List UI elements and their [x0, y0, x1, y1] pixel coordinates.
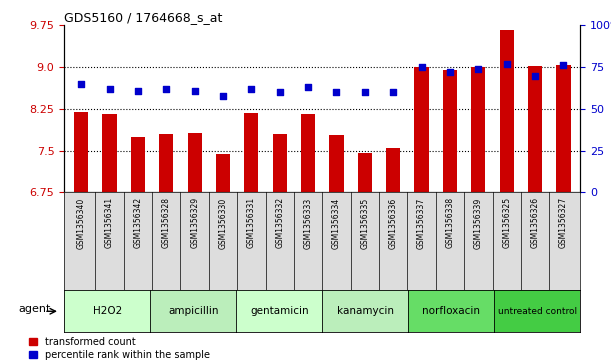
- Bar: [500, 30, 514, 192]
- Bar: [301, 114, 315, 192]
- Text: GSM1356334: GSM1356334: [332, 197, 341, 249]
- Text: norfloxacin: norfloxacin: [422, 306, 480, 316]
- Text: GSM1356325: GSM1356325: [502, 197, 511, 248]
- Text: GSM1356335: GSM1356335: [360, 197, 370, 249]
- Text: GSM1356326: GSM1356326: [530, 197, 540, 248]
- Text: kanamycin: kanamycin: [337, 306, 394, 316]
- Point: [104, 86, 114, 92]
- Point: [360, 89, 370, 95]
- Bar: [159, 134, 174, 192]
- Bar: [471, 67, 485, 192]
- Text: GSM1356327: GSM1356327: [559, 197, 568, 248]
- Text: GSM1356337: GSM1356337: [417, 197, 426, 249]
- Point: [218, 93, 228, 98]
- Text: gentamicin: gentamicin: [250, 306, 309, 316]
- Point: [558, 62, 568, 68]
- Point: [502, 61, 511, 67]
- Text: H2O2: H2O2: [92, 306, 122, 316]
- Bar: [216, 154, 230, 192]
- Bar: [273, 134, 287, 192]
- Bar: [414, 67, 429, 192]
- Point: [275, 89, 285, 95]
- Text: GSM1356328: GSM1356328: [162, 197, 171, 248]
- Text: GSM1356330: GSM1356330: [219, 197, 227, 249]
- Point: [474, 66, 483, 72]
- Text: GSM1356341: GSM1356341: [105, 197, 114, 248]
- Text: ampicillin: ampicillin: [168, 306, 219, 316]
- Bar: [528, 66, 542, 192]
- Point: [389, 89, 398, 95]
- Point: [332, 89, 342, 95]
- Text: GSM1356340: GSM1356340: [76, 197, 86, 249]
- Point: [190, 87, 200, 93]
- Bar: [74, 112, 88, 192]
- Text: untreated control: untreated control: [498, 307, 577, 316]
- Legend: transformed count, percentile rank within the sample: transformed count, percentile rank withi…: [29, 337, 210, 360]
- Point: [133, 87, 143, 93]
- Point: [417, 64, 426, 70]
- Text: GSM1356342: GSM1356342: [133, 197, 142, 248]
- Text: GSM1356339: GSM1356339: [474, 197, 483, 249]
- Point: [161, 86, 171, 92]
- Text: GSM1356338: GSM1356338: [445, 197, 455, 248]
- Bar: [131, 137, 145, 192]
- Bar: [244, 113, 258, 192]
- Text: GDS5160 / 1764668_s_at: GDS5160 / 1764668_s_at: [64, 11, 222, 24]
- Bar: [329, 135, 343, 192]
- Bar: [188, 133, 202, 192]
- Point: [246, 86, 256, 92]
- Text: GSM1356329: GSM1356329: [190, 197, 199, 248]
- Bar: [443, 70, 457, 192]
- Text: agent: agent: [18, 304, 51, 314]
- Point: [530, 73, 540, 78]
- Bar: [557, 65, 571, 192]
- Point: [303, 84, 313, 90]
- Text: GSM1356333: GSM1356333: [304, 197, 313, 249]
- Point: [445, 69, 455, 75]
- Bar: [103, 114, 117, 192]
- Text: GSM1356331: GSM1356331: [247, 197, 256, 248]
- Text: GSM1356336: GSM1356336: [389, 197, 398, 249]
- Bar: [358, 153, 372, 192]
- Bar: [386, 148, 400, 192]
- Text: GSM1356332: GSM1356332: [275, 197, 284, 248]
- Point: [76, 81, 86, 87]
